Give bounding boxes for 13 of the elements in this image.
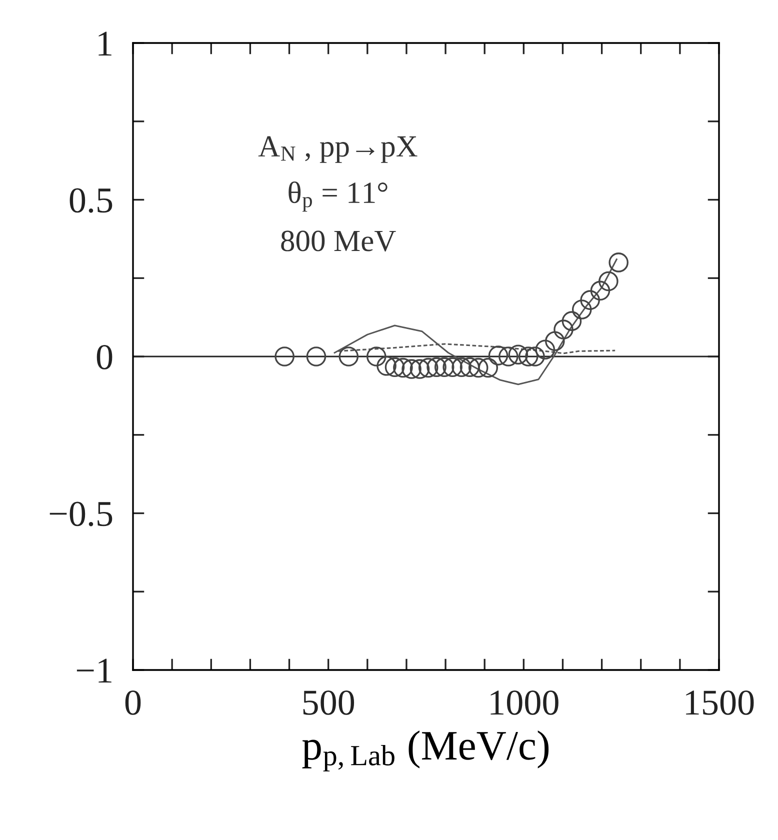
- y-tick-label: −0.5: [50, 502, 112, 526]
- annotation: θ$_{p}$ = 11°: [288, 181, 388, 212]
- x-tick-label: 0: [125, 690, 141, 715]
- annotation: A$_{N}$ , pp→pX: [258, 136, 418, 163]
- annotation: 800 MeV: [281, 230, 396, 252]
- y-tick-label: 0.5: [70, 188, 112, 213]
- x-tick-label: 1000: [490, 690, 558, 715]
- y-tick-label: 0: [96, 345, 112, 370]
- y-tick-label: 1: [98, 32, 112, 56]
- y-tick-label: −1: [76, 658, 112, 683]
- x-tick-label: 1500: [686, 690, 754, 715]
- x-tick-label: 500: [303, 690, 354, 715]
- x-axis-title: p$_{p,Lab}$ (MeV/c): [302, 730, 549, 772]
